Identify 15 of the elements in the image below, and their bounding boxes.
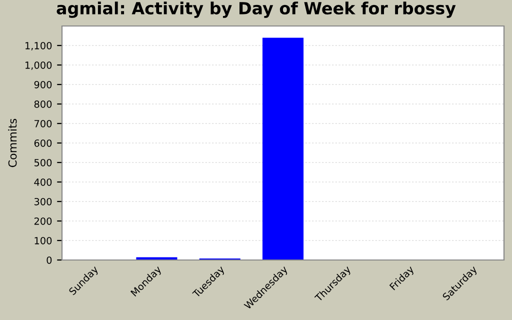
chart-title: agmial: Activity by Day of Week for rbossy	[56, 2, 456, 18]
y-tick-label: 1,000	[26, 61, 52, 70]
bar	[262, 38, 304, 260]
y-tick-label: 800	[34, 100, 52, 108]
y-tick-label: 500	[34, 158, 52, 166]
y-tick-label: 0	[46, 256, 52, 264]
y-tick-label: 1,100	[26, 42, 52, 50]
y-tick-label: 900	[34, 80, 52, 88]
y-tick-label: 400	[34, 178, 52, 186]
y-tick-label: 200	[34, 217, 52, 225]
y-tick-label: 300	[34, 198, 52, 206]
y-tick-label: 700	[34, 120, 52, 128]
y-tick-label: 100	[34, 236, 52, 244]
y-tick-label: 600	[34, 139, 52, 147]
y-axis-title: Commits	[8, 118, 17, 168]
